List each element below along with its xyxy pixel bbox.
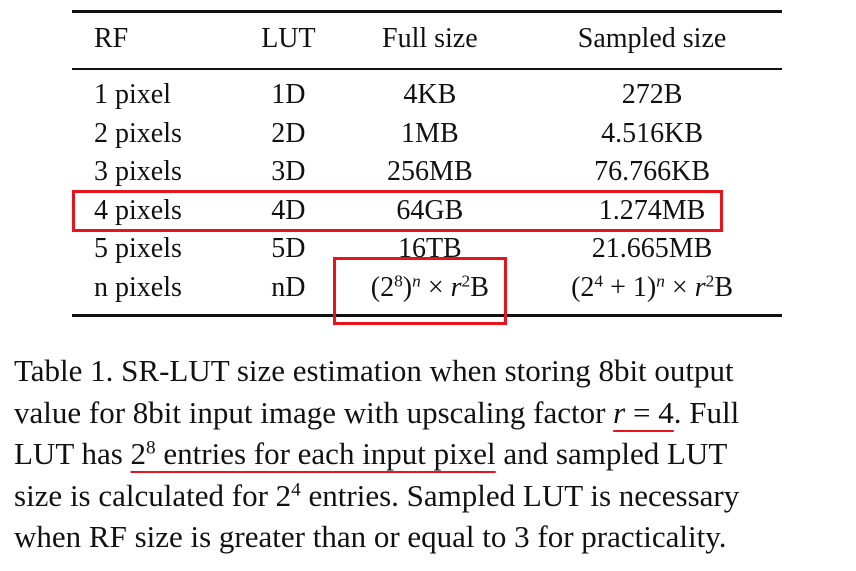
caption-text: and sampled LUT: [495, 436, 728, 471]
header-rf: RF: [94, 23, 129, 54]
cell-lut: nD: [271, 271, 306, 303]
cell-lut: 1D: [271, 79, 306, 111]
table-top-rule: [72, 10, 782, 13]
caption-math-exp: 4: [291, 478, 301, 500]
table-row: 2 pixels 2D 1MB 4.516KB: [72, 115, 782, 154]
sr-lut-size-table: RF LUT Full size Sampled size 1 pixel 1D…: [72, 10, 782, 307]
caption-text: LUT has: [14, 436, 131, 471]
formula-r: r: [694, 271, 706, 303]
table-header-rule: [72, 68, 782, 70]
cell-sampled-size: 272B: [621, 79, 683, 111]
formula-exp: 8: [394, 271, 403, 291]
cell-sampled-size: 21.665MB: [591, 233, 713, 265]
cell-rf: n pixels: [94, 271, 182, 303]
formula-open: (2: [370, 271, 395, 303]
table-caption: Table 1. SR-LUT size estimation when sto…: [14, 350, 850, 558]
caption-text: . Full: [673, 394, 740, 430]
caption-text: value for 8bit input image with upscalin…: [14, 394, 614, 430]
caption-math-base: 2: [275, 477, 292, 513]
caption-line: when RF size is greater than or equal to…: [14, 519, 727, 554]
formula-exp: 4: [594, 271, 604, 291]
caption-line: value for 8bit input image with upscalin…: [14, 392, 850, 434]
caption-text: entries for each input pixel: [155, 436, 496, 471]
cell-sampled-size: 4.516KB: [601, 117, 703, 149]
cell-full-size-formula: (28)n × r2B: [338, 269, 523, 308]
table-bottom-rule: [72, 314, 782, 317]
caption-math-r: r: [613, 394, 626, 430]
table-row: 3 pixels 3D 256MB 76.766KB: [72, 153, 782, 192]
header-full-size: Full size: [382, 23, 478, 54]
caption-math: 24: [276, 478, 301, 513]
header-sampled-size: Sampled size: [577, 23, 727, 54]
cell-lut: 2D: [271, 117, 306, 149]
cell-rf: 4 pixels: [94, 194, 182, 226]
formula-plus: + 1): [603, 271, 657, 303]
formula-times: ×: [664, 271, 695, 303]
caption-text: entries. Sampled LUT is necessary: [300, 477, 740, 513]
formula-unit: B: [470, 271, 489, 303]
cell-full-size: 256MB: [387, 156, 473, 188]
formula-close: ): [402, 271, 413, 303]
formula-r: r: [450, 271, 462, 303]
cell-rf: 5 pixels: [94, 233, 182, 265]
cell-rf: 1 pixel: [94, 79, 171, 111]
cell-lut: 5D: [271, 233, 306, 265]
table-row: 5 pixels 5D 16TB 21.665MB: [72, 230, 782, 269]
cell-full-size: 4KB: [403, 79, 457, 111]
caption-line: Table 1. SR-LUT size estimation when sto…: [14, 353, 734, 388]
highlight-box-full-size-formula: [333, 257, 507, 325]
formula-exp-n: n: [412, 271, 421, 291]
formula-unit: B: [714, 271, 733, 303]
caption-underlined-factor: r = 4: [613, 395, 674, 430]
cell-sampled-size-formula: (24 + 1)n × r2B: [522, 269, 782, 308]
highlight-box-4-pixels-row: [72, 190, 723, 232]
table-row-highlighted: 4 pixels 4D 64GB 1.274MB: [72, 192, 782, 231]
cell-sampled-size: 76.766KB: [594, 156, 710, 188]
table-row: n pixels nD (28)n × r2B (24 + 1)n × r2B: [72, 269, 782, 308]
cell-lut: 4D: [271, 194, 306, 226]
formula-exp-2: 2: [461, 271, 471, 291]
cell-rf: 2 pixels: [94, 117, 182, 149]
caption-math-eq: = 4: [625, 394, 674, 430]
caption-math-base: 2: [130, 436, 147, 471]
caption-underlined-entries: 28 entries for each input pixel: [131, 436, 496, 471]
formula-open: (2: [571, 271, 595, 303]
formula-exp-2: 2: [705, 271, 715, 291]
cell-rf: 3 pixels: [94, 156, 182, 188]
formula-exp-n: n: [656, 271, 665, 291]
caption-line: LUT has 28 entries for each input pixel …: [14, 433, 850, 475]
caption-line: size is calculated for 24 entries. Sampl…: [14, 475, 850, 517]
cell-full-size: 64GB: [396, 194, 464, 226]
header-lut: LUT: [261, 23, 316, 54]
caption-text: size is calculated for: [14, 477, 276, 513]
cell-full-size: 1MB: [401, 117, 459, 149]
caption-math-exp: 8: [146, 437, 156, 459]
cell-lut: 3D: [271, 156, 306, 188]
table-row: 1 pixel 1D 4KB 272B: [72, 68, 782, 115]
table-header-row: RF LUT Full size Sampled size: [72, 10, 782, 68]
cell-sampled-size: 1.274MB: [598, 194, 706, 226]
formula-times: ×: [420, 271, 451, 303]
